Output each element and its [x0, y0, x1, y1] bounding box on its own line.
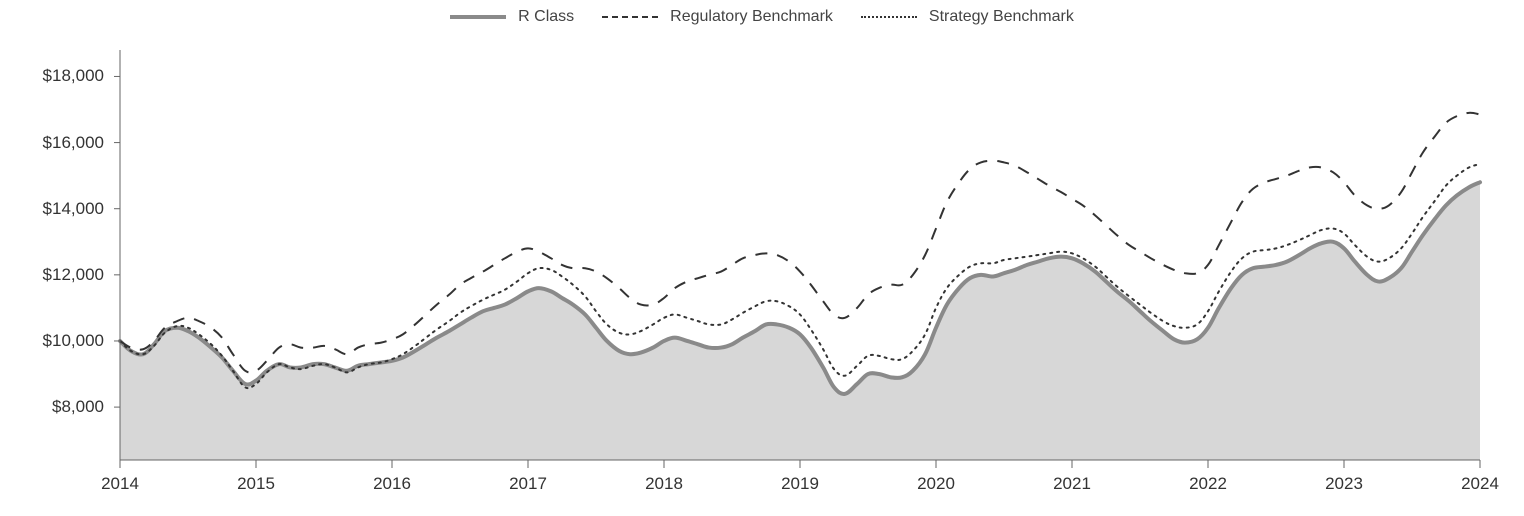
y-tick-label: $8,000	[24, 397, 104, 417]
x-tick-label: 2019	[781, 474, 819, 494]
x-tick-label: 2018	[645, 474, 683, 494]
x-tick-label: 2023	[1325, 474, 1363, 494]
y-tick-label: $16,000	[24, 133, 104, 153]
x-tick-label: 2017	[509, 474, 547, 494]
x-tick-label: 2016	[373, 474, 411, 494]
y-tick-label: $10,000	[24, 331, 104, 351]
y-tick-label: $18,000	[24, 66, 104, 86]
y-tick-label: $14,000	[24, 199, 104, 219]
x-tick-label: 2015	[237, 474, 275, 494]
y-tick-label: $12,000	[24, 265, 104, 285]
growth-chart: R Class Regulatory Benchmark Strategy Be…	[0, 0, 1524, 516]
chart-svg	[0, 0, 1524, 516]
x-tick-label: 2020	[917, 474, 955, 494]
x-tick-label: 2021	[1053, 474, 1091, 494]
x-tick-label: 2022	[1189, 474, 1227, 494]
x-tick-label: 2024	[1461, 474, 1499, 494]
r-class-area	[120, 182, 1480, 460]
x-tick-label: 2014	[101, 474, 139, 494]
